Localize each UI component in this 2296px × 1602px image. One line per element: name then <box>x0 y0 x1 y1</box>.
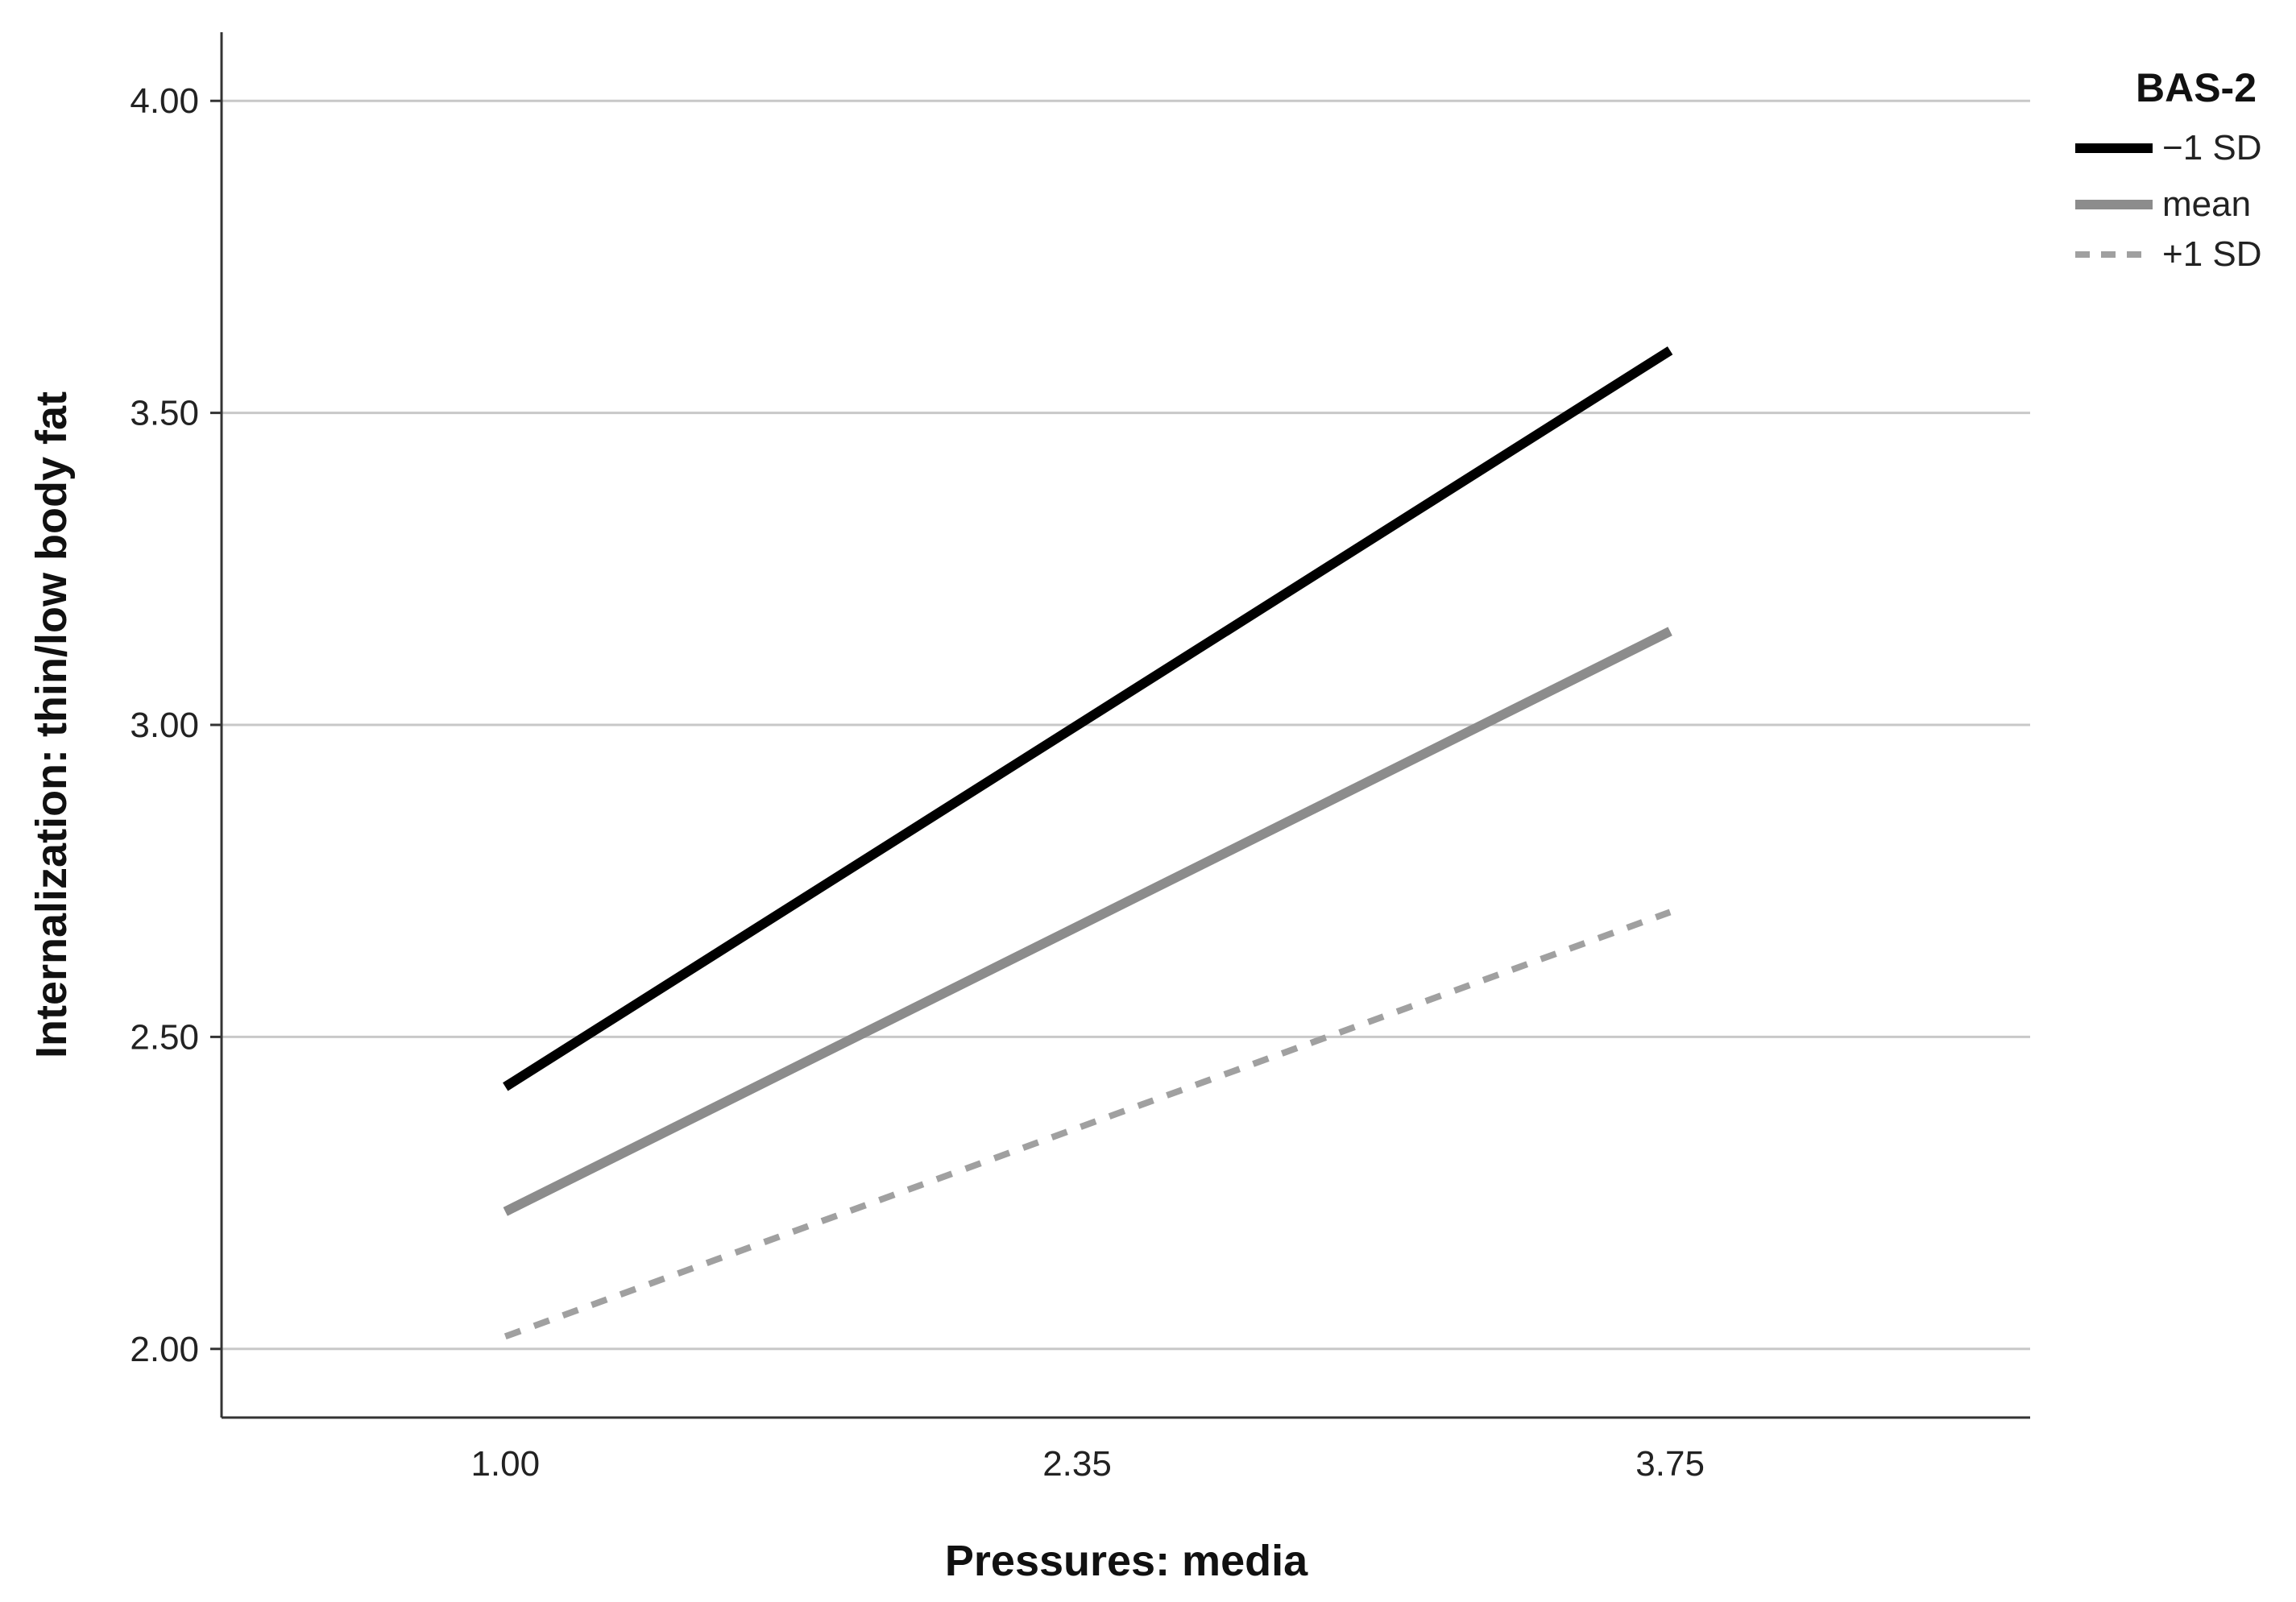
y-tick-label: 3.00 <box>130 706 199 745</box>
series-line-0 <box>503 346 1673 1091</box>
x-tick-label: 1.00 <box>470 1444 540 1484</box>
y-tick-label: 4.00 <box>130 81 199 121</box>
y-tick-label: 2.00 <box>130 1330 199 1369</box>
legend-title: BAS-2 <box>2136 65 2257 110</box>
gridlines <box>222 99 2030 1351</box>
x-axis-title: Pressures: media <box>945 1537 1308 1585</box>
x-tick-labels: 1.00 2.35 3.75 <box>470 1444 1704 1484</box>
legend-label-0: −1 SD <box>2162 128 2262 168</box>
legend-label-1: mean <box>2162 184 2251 224</box>
y-tick-label: 2.50 <box>130 1017 199 1057</box>
legend-label-2: +1 SD <box>2162 234 2262 274</box>
y-tick-labels: 2.00 2.50 3.00 3.50 4.00 <box>130 81 222 1369</box>
x-tick-label: 3.75 <box>1635 1444 1705 1484</box>
y-tick-label: 3.50 <box>130 394 199 433</box>
legend: BAS-2 −1 SD mean +1 SD <box>2075 65 2262 274</box>
series-lines <box>503 346 1673 1340</box>
series-line-1 <box>503 627 1672 1216</box>
series-line-2 <box>504 909 1672 1340</box>
y-axis-title: Internalization: thin/low body fat <box>27 391 76 1058</box>
x-tick-label: 2.35 <box>1042 1444 1112 1484</box>
